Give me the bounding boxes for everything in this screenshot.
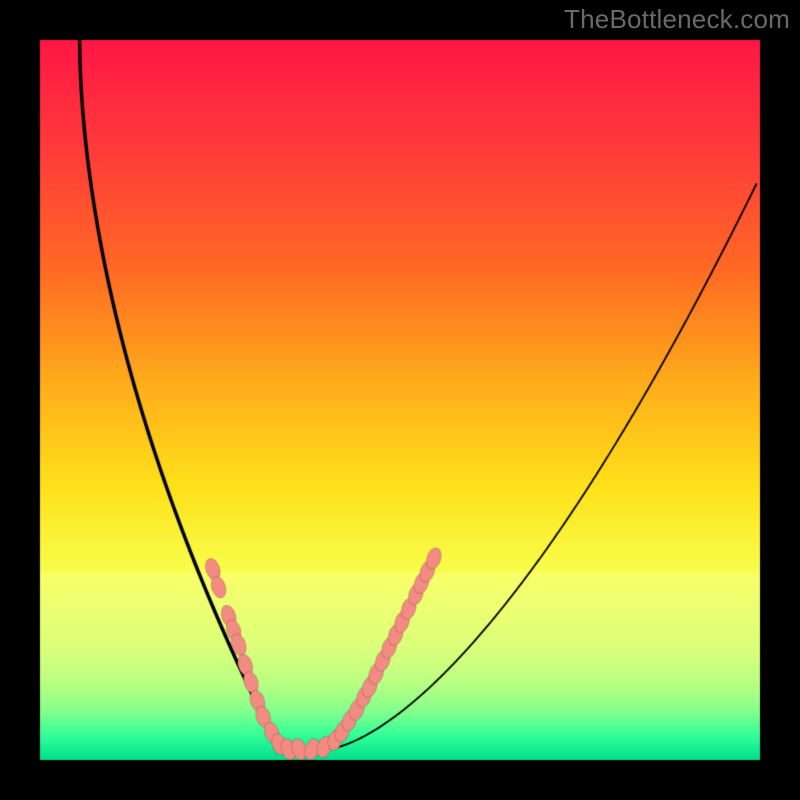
- watermark-text: TheBottleneck.com: [564, 4, 790, 35]
- chart-canvas: [0, 0, 800, 800]
- chart-stage: TheBottleneck.com: [0, 0, 800, 800]
